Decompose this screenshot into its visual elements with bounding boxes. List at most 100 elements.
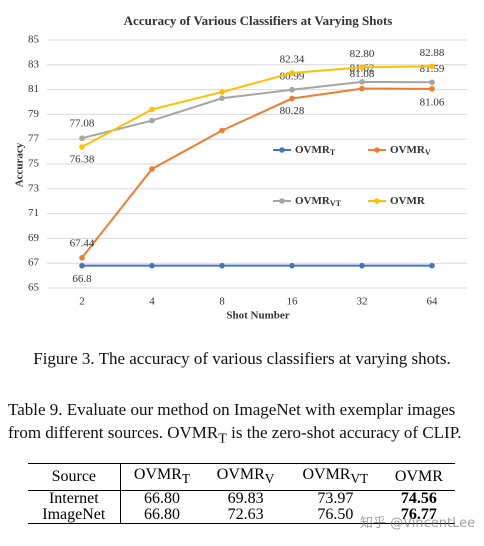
header-text: OVMR bbox=[302, 466, 351, 483]
caption-text: OVMR bbox=[167, 423, 219, 442]
table-cell: 76.77 bbox=[400, 506, 437, 524]
y-tick-label: 69 bbox=[28, 232, 40, 244]
point bbox=[359, 64, 365, 71]
header-cell: Source bbox=[28, 463, 121, 492]
header-cell: OVMRV bbox=[203, 463, 288, 492]
table-cell: 69.83 bbox=[227, 490, 264, 508]
header-text: OVMR bbox=[133, 466, 182, 483]
point bbox=[359, 79, 365, 85]
table-cell: Internet bbox=[28, 490, 121, 508]
header-row: Source OVMRT OVMRV OVMRVT OVMR bbox=[28, 463, 455, 492]
point bbox=[429, 79, 435, 86]
point bbox=[79, 144, 85, 150]
point bbox=[149, 106, 155, 113]
header-sub: V bbox=[264, 471, 275, 487]
legend-name: OVMR bbox=[390, 195, 426, 207]
y-tick-label: 81 bbox=[28, 83, 39, 95]
header-text: OVMR bbox=[394, 467, 443, 485]
point bbox=[219, 262, 225, 269]
figure-caption: Figure 3. The accuracy of various classi… bbox=[33, 349, 451, 368]
caption-text: from different sources. bbox=[8, 423, 168, 442]
legend-swatch bbox=[374, 198, 380, 204]
table-row: Internet 66.80 69.83 73.97 74.56 bbox=[28, 490, 455, 508]
point bbox=[429, 86, 435, 92]
x-tick-label: 8 bbox=[219, 296, 225, 308]
legend-entry: OVMRT bbox=[295, 144, 336, 157]
y-tick-label: 79 bbox=[28, 108, 40, 120]
point bbox=[79, 262, 85, 269]
table-cell: ImageNet bbox=[28, 507, 121, 524]
legend-swatch bbox=[374, 147, 380, 153]
caption-sub: T bbox=[218, 430, 227, 447]
legend-swatch bbox=[279, 147, 285, 153]
y-tick-label: 67 bbox=[28, 257, 40, 269]
data-label: 81.06 bbox=[420, 96, 445, 108]
data-label: 81.08 bbox=[350, 68, 375, 80]
point bbox=[149, 166, 155, 172]
legend-sub: VT bbox=[330, 199, 342, 208]
header-cell: OVMRVT bbox=[287, 463, 383, 492]
data-label: 66.8 bbox=[72, 273, 92, 285]
results-table: Source OVMRT OVMRV OVMRVT OVMR Internet 66.80 6… bbox=[28, 463, 455, 525]
point bbox=[79, 135, 85, 142]
legend-sub: V bbox=[425, 148, 431, 157]
header-text: OVMR bbox=[216, 466, 265, 483]
x-tick-label: 16 bbox=[287, 296, 299, 308]
legend-name: OVMR bbox=[390, 144, 426, 156]
point bbox=[149, 117, 155, 124]
table-cell: 72.63 bbox=[227, 506, 264, 524]
x-tick-label: 4 bbox=[149, 296, 155, 308]
table-cell: 74.56 bbox=[400, 490, 437, 508]
header-text: Source bbox=[51, 467, 97, 485]
table-cell: 73.97 bbox=[317, 490, 354, 508]
point bbox=[219, 89, 225, 95]
y-tick-label: 77 bbox=[28, 133, 40, 145]
legend-name: OVMR bbox=[295, 195, 331, 207]
y-tick-label: 65 bbox=[28, 282, 40, 294]
series-line bbox=[81, 87, 433, 259]
point bbox=[359, 85, 365, 92]
y-tick-label: 73 bbox=[28, 182, 40, 194]
chart: Accuracy of Various Classifiers at Varyi… bbox=[14, 13, 467, 322]
legend-entry: OVMRVT bbox=[295, 195, 342, 208]
data-label: 82.88 bbox=[420, 47, 445, 59]
point bbox=[289, 262, 295, 269]
y-axis-label: Accuracy bbox=[14, 142, 26, 187]
x-axis-label: Shot Number bbox=[226, 310, 289, 322]
table-row: ImageNet 66.80 72.63 76.50 76.77 bbox=[28, 507, 455, 524]
point bbox=[289, 86, 295, 93]
table-cell: 66.80 bbox=[143, 506, 180, 524]
chart-title: Accuracy of Various Classifiers at Varyi… bbox=[124, 13, 393, 28]
y-tick-label: 83 bbox=[28, 58, 40, 70]
point bbox=[429, 262, 435, 269]
header-cell: OVMR bbox=[382, 463, 455, 492]
series-line bbox=[81, 65, 433, 148]
table-caption-line: from different sources. OVMRT is the zer… bbox=[8, 423, 462, 447]
legend-swatch bbox=[279, 198, 285, 204]
point bbox=[289, 95, 295, 102]
data-label: 67.44 bbox=[70, 237, 95, 249]
x-tick-label: 2 bbox=[79, 296, 85, 308]
caption-text: is the zero-shot accuracy of CLIP. bbox=[226, 423, 462, 442]
point bbox=[149, 262, 155, 269]
point bbox=[219, 95, 225, 102]
legend-entry: OVMRV bbox=[390, 144, 431, 157]
header-sub: VT bbox=[350, 471, 369, 487]
series-line bbox=[81, 80, 433, 140]
legend-sub: T bbox=[330, 148, 336, 157]
legend-name: OVMR bbox=[295, 144, 331, 156]
data-label: 77.08 bbox=[70, 118, 95, 130]
data-label: 76.38 bbox=[70, 153, 95, 165]
y-tick-label: 85 bbox=[28, 34, 40, 46]
table-cell: 76.50 bbox=[317, 506, 354, 524]
data-label: 80.28 bbox=[280, 105, 305, 117]
point bbox=[429, 63, 435, 70]
header-sub: T bbox=[181, 471, 191, 487]
x-tick-label: 32 bbox=[357, 296, 368, 308]
data-label: 82.34 bbox=[280, 54, 305, 66]
table-caption-line: Table 9. Evaluate our method on ImageNet… bbox=[8, 400, 456, 419]
point bbox=[359, 262, 365, 269]
y-tick-label: 71 bbox=[28, 207, 39, 219]
legend-entry: OVMR bbox=[390, 195, 426, 207]
